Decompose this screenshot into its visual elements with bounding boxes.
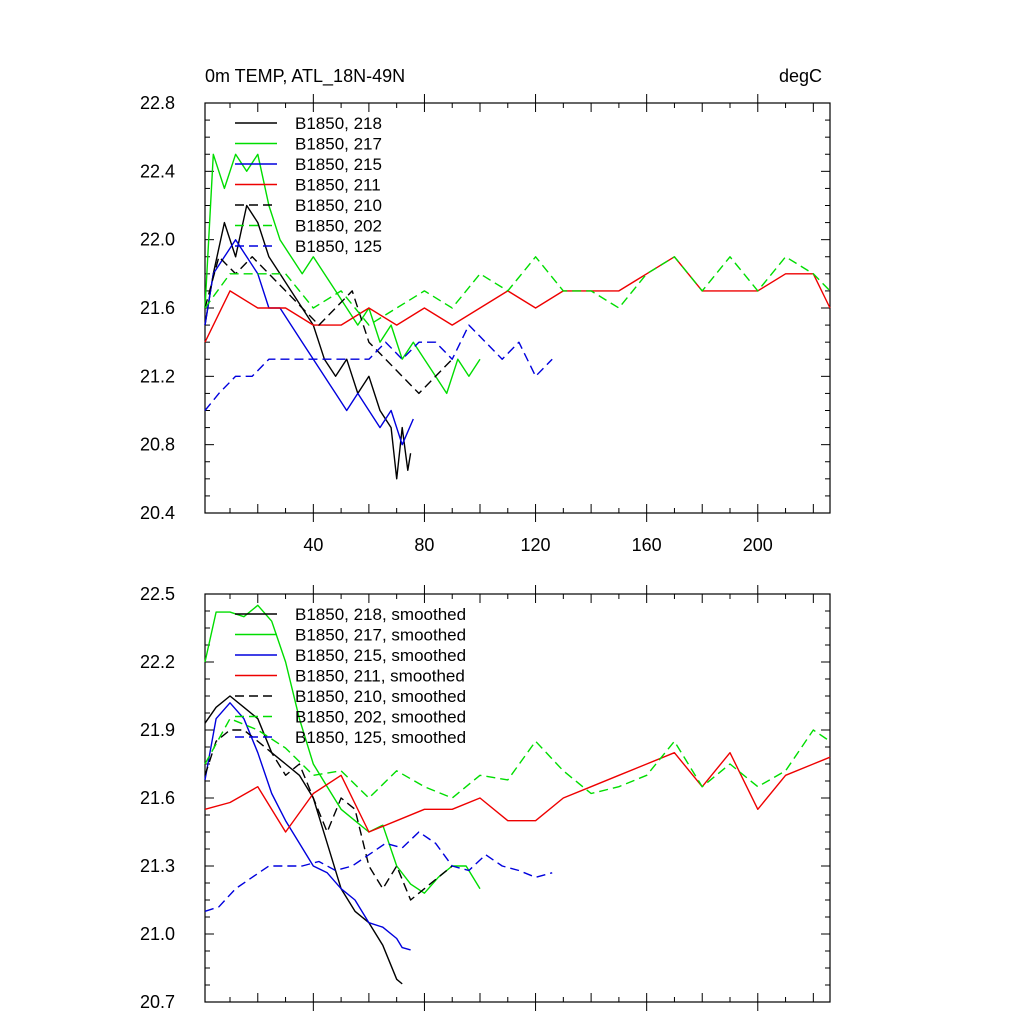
bottom-series-7 [204,831,553,912]
top-y-tick-label: 22.0 [140,230,175,250]
top-y-tick-label: 21.6 [140,298,175,318]
bottom-legend-label: B1850, 218, smoothed [295,605,466,624]
top-chart-title: 0m TEMP, ATL_18N-49N [205,66,405,87]
bottom-chart-panel: 20.7 21.0 21.3 21.6 21.9 22.2 22.5 B1850, 218, … [140,584,831,1012]
top-x-tick-label: 80 [414,535,434,555]
bottom-y-tick-label: 21.6 [140,788,175,808]
top-y-tick-label: 20.4 [140,503,175,523]
top-legend-label: B1850, 210 [295,196,382,215]
bottom-series-2 [204,604,481,894]
top-y-tick-label: 21.2 [140,366,175,386]
top-legend-label: B1850, 202 [295,217,382,236]
top-legend-label: B1850, 125 [295,237,382,256]
bottom-y-tick-label: 20.7 [140,992,175,1012]
bottom-legend-label: B1850, 125, smoothed [295,728,466,747]
top-legend-label: B1850, 218 [295,114,382,133]
top-series-5 [204,256,453,395]
top-series-7 [204,324,553,411]
top-series-1 [204,204,412,480]
bottom-y-tick-label: 21.0 [140,924,175,944]
top-y-tick-label: 22.4 [140,161,175,181]
bottom-y-tick-label: 22.2 [140,652,175,672]
bottom-series-4 [204,752,831,833]
top-x-tick-label: 40 [303,535,323,555]
top-legend-label: B1850, 217 [295,135,382,154]
bottom-series-1 [204,695,403,985]
bottom-y-tick-label: 21.3 [140,856,175,876]
bottom-y-tick-label: 21.9 [140,720,175,740]
top-x-tick-label: 200 [743,535,773,555]
bottom-series-5 [204,729,453,901]
top-y-tick-label: 20.8 [140,435,175,455]
top-series-3 [204,238,414,446]
bottom-legend-label: B1850, 202, smoothed [295,708,466,727]
bottom-y-tick-label: 22.5 [140,584,175,604]
top-series-2 [204,153,481,395]
top-chart-panel: 40 80 120 160 200 20.4 20.8 21.2 21.6 22.0 22.4 22.… [140,93,831,555]
bottom-legend-label: B1850, 215, smoothed [295,646,466,665]
top-chart-units: degC [779,66,822,86]
bottom-series-3 [204,702,411,951]
top-series-6 [204,256,831,326]
top-y-tick-label: 22.8 [140,93,175,113]
top-legend-label: B1850, 211 [295,176,381,195]
bottom-legend-label: B1850, 211, smoothed [295,667,465,686]
bottom-legend-label: B1850, 217, smoothed [295,626,466,645]
top-series-4 [204,256,831,343]
top-x-tick-label: 120 [521,535,551,555]
bottom-series-6 [204,718,831,799]
bottom-legend-label: B1850, 210, smoothed [295,687,466,706]
top-legend-label: B1850, 215 [295,155,382,174]
top-x-tick-label: 160 [632,535,662,555]
